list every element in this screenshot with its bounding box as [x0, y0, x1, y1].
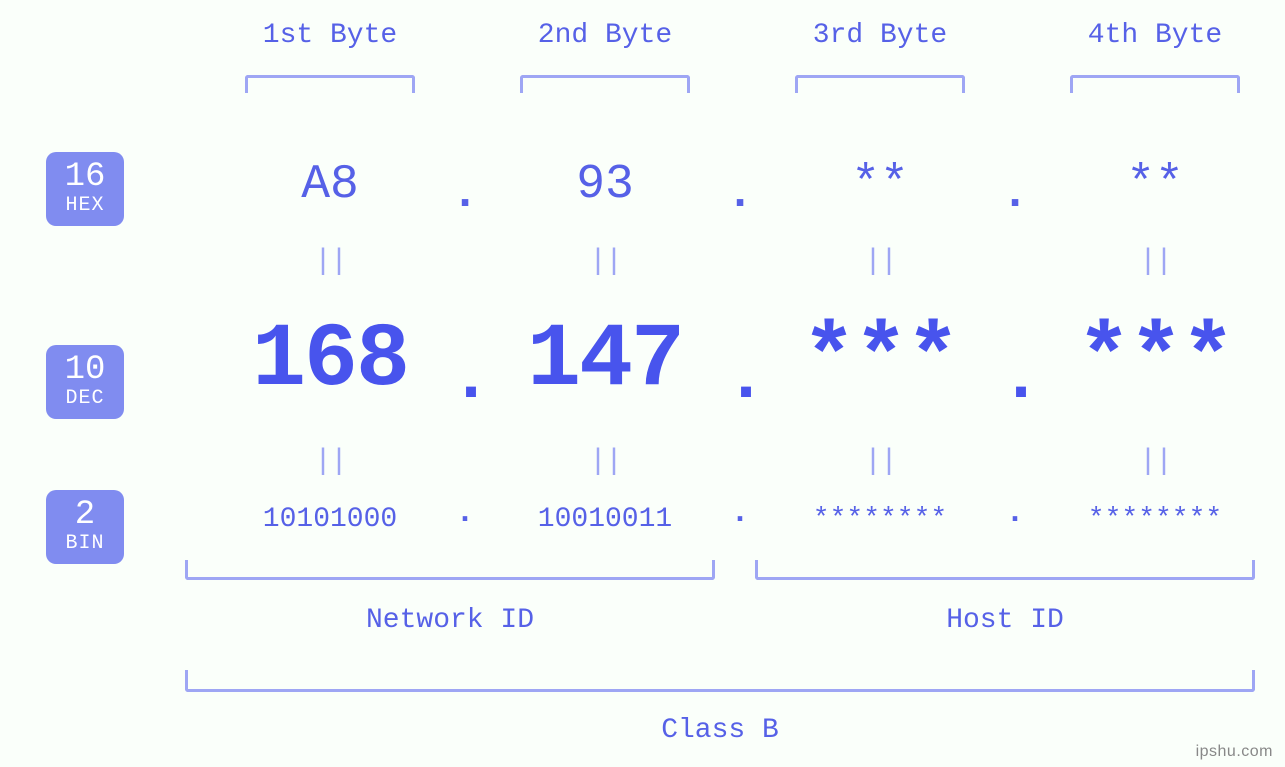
bin-byte-1: 10101000 — [210, 504, 450, 535]
dec-byte-3: *** — [760, 310, 1000, 412]
badge-hex-num: 16 — [46, 160, 124, 194]
network-label: Network ID — [185, 605, 715, 636]
col-header-1: 1st Byte — [210, 20, 450, 51]
watermark: ipshu.com — [1196, 743, 1273, 761]
badge-dec: 10 DEC — [46, 345, 124, 419]
top-bracket-2 — [520, 75, 690, 93]
top-bracket-3 — [795, 75, 965, 93]
eq-1-4: || — [1035, 245, 1275, 279]
eq-2-1: || — [210, 445, 450, 479]
col-header-4: 4th Byte — [1035, 20, 1275, 51]
host-bracket — [755, 560, 1255, 580]
hex-byte-2: 93 — [485, 158, 725, 212]
dot-bin-1: . — [450, 494, 480, 531]
dot-bin-3: . — [1000, 494, 1030, 531]
class-bracket — [185, 670, 1255, 692]
hex-byte-3: ** — [760, 158, 1000, 212]
col-header-2: 2nd Byte — [485, 20, 725, 51]
dec-byte-1: 168 — [210, 310, 450, 412]
bin-byte-2: 10010011 — [485, 504, 725, 535]
dot-dec-3: . — [1000, 340, 1030, 419]
dec-byte-4: *** — [1035, 310, 1275, 412]
bin-byte-3: ******** — [760, 504, 1000, 535]
badge-hex-lab: HEX — [46, 196, 124, 216]
badge-bin-num: 2 — [46, 498, 124, 532]
dot-hex-3: . — [1000, 168, 1030, 220]
badge-dec-lab: DEC — [46, 389, 124, 409]
dot-hex-1: . — [450, 168, 480, 220]
eq-1-1: || — [210, 245, 450, 279]
col-header-3: 3rd Byte — [760, 20, 1000, 51]
badge-dec-num: 10 — [46, 353, 124, 387]
badge-bin: 2 BIN — [46, 490, 124, 564]
class-label: Class B — [185, 715, 1255, 746]
badge-hex: 16 HEX — [46, 152, 124, 226]
hex-byte-1: A8 — [210, 158, 450, 212]
top-bracket-4 — [1070, 75, 1240, 93]
eq-1-3: || — [760, 245, 1000, 279]
dot-dec-1: . — [450, 340, 480, 419]
top-bracket-1 — [245, 75, 415, 93]
ip-diagram: 16 HEX 10 DEC 2 BIN 1st Byte 2nd Byte 3r… — [0, 0, 1285, 767]
grid: 1st Byte 2nd Byte 3rd Byte 4th Byte A8 9… — [175, 0, 1255, 767]
eq-2-3: || — [760, 445, 1000, 479]
dot-bin-2: . — [725, 494, 755, 531]
dec-byte-2: 147 — [485, 310, 725, 412]
eq-2-2: || — [485, 445, 725, 479]
eq-2-4: || — [1035, 445, 1275, 479]
dot-hex-2: . — [725, 168, 755, 220]
bin-byte-4: ******** — [1035, 504, 1275, 535]
network-bracket — [185, 560, 715, 580]
dot-dec-2: . — [725, 340, 755, 419]
host-label: Host ID — [755, 605, 1255, 636]
badge-bin-lab: BIN — [46, 534, 124, 554]
eq-1-2: || — [485, 245, 725, 279]
hex-byte-4: ** — [1035, 158, 1275, 212]
